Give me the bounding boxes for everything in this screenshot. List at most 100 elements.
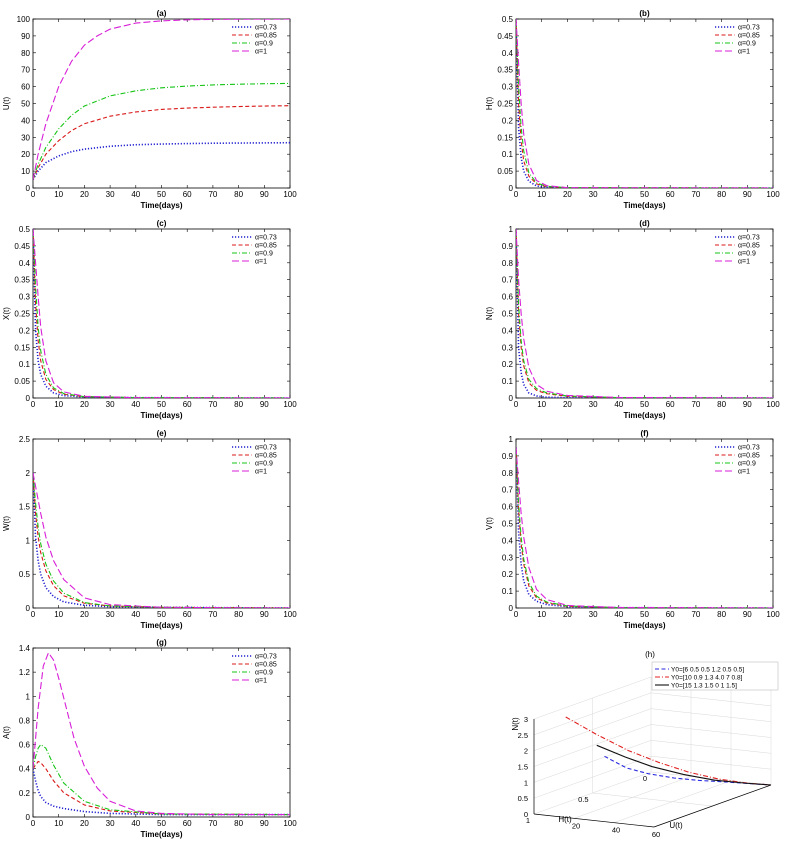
y-tick-label: 1: [26, 536, 31, 545]
x-tick-label: 60: [666, 610, 675, 619]
y-tick-label: 0: [26, 813, 31, 822]
y-tick-label: 0.7: [502, 486, 514, 495]
x-tick-label: 0: [31, 819, 36, 828]
x-tick-label: 80: [717, 190, 726, 199]
plot-frame: [515, 228, 774, 399]
trajectory-sol3d_3: [596, 744, 772, 786]
x-tick-label: 90: [743, 190, 752, 199]
chart-title: (f): [641, 429, 649, 438]
x-tick-label: 20: [563, 400, 572, 409]
chart-panel-d: 0 10 20 30 40 50 60 70 80 90 100 0 0.1 0.2 0.3 0.4 0.5 0.…: [485, 219, 780, 420]
y-tick-label: 0: [26, 604, 31, 613]
y-tick-label: 0.1: [502, 587, 514, 596]
legend-label: α=1: [255, 49, 267, 56]
series-line-a09: [33, 82, 290, 180]
y-tick-label: 0.5: [502, 15, 514, 24]
x-tick-label: 40: [131, 400, 140, 409]
x-tick-label: 10: [54, 610, 63, 619]
x-tick-label: 0: [514, 190, 519, 199]
y-tick-label: 0.8: [502, 259, 514, 268]
y-axis-label: X(t): [2, 307, 11, 320]
x-tick-label: 30: [106, 400, 115, 409]
u-axis-label: U(t): [669, 821, 683, 830]
x-tick-label: 50: [640, 190, 649, 199]
y-tick-label: 0.05: [497, 167, 513, 176]
x-tick-label: 70: [208, 400, 217, 409]
series-line-a085: [33, 760, 290, 816]
series-line-a073: [33, 768, 290, 816]
grid-line: [650, 724, 772, 738]
x-tick-label: 90: [260, 190, 269, 199]
y-tick-label: 0.5: [502, 520, 514, 529]
y-tick-label: 0.4: [19, 765, 31, 774]
legend-label: α=1: [255, 678, 267, 685]
x-tick-label: 80: [234, 610, 243, 619]
x-tick-label: 0: [514, 610, 519, 619]
series-line-a09: [33, 472, 290, 608]
x-tick-label: 50: [157, 819, 166, 828]
x-tick-label: 10: [537, 610, 546, 619]
series-line-a1: [33, 19, 290, 180]
x-tick-label: 40: [614, 190, 623, 199]
x-tick-label: 0: [31, 400, 36, 409]
y-tick-label: 0: [26, 184, 31, 193]
h-tick-label: 0: [643, 774, 647, 783]
grid-line: [650, 755, 772, 770]
chart-panel-c: 0 10 20 30 40 50 60 70 80 90 100 0 0.05 0.1 0.15 0.2 0.2…: [2, 219, 297, 420]
x-tick-label: 90: [743, 400, 752, 409]
legend-label: α=0.9: [255, 670, 273, 677]
x-axis-label: Time(days): [140, 621, 182, 630]
y-tick-label: 2: [26, 469, 31, 478]
legend-label: Y0=[15 1.3 1.5 0 1 1.5]: [671, 683, 737, 690]
y-tick-label: 0: [509, 184, 514, 193]
chart-title: (d): [639, 219, 650, 228]
chart-panel-a: 0 10 20 30 40 50 60 70 80 90 100 0 10 20 30 40 50 60 70 80 9…: [2, 9, 297, 210]
x-tick-label: 40: [131, 190, 140, 199]
h-tick-label: 0.5: [578, 795, 588, 804]
trajectory-sol3d_2: [565, 716, 772, 786]
x-tick-label: 80: [234, 190, 243, 199]
grid-line: [592, 792, 713, 807]
legend-label: Y0=[6 0.5 0.5 1.2 0.5 0.5]: [671, 667, 744, 674]
x-axis-label: Time(days): [623, 201, 665, 210]
x-tick-label: 30: [106, 819, 115, 828]
grid-line: [650, 771, 772, 786]
plot-frame: [515, 18, 774, 189]
chart-panel-b: 0 10 20 30 40 50 60 70 80 90 100 0 0.05 0.1 0.15 0.2 0.2…: [485, 9, 780, 210]
x-axis-label: Time(days): [140, 411, 182, 420]
y-axis-label: A(t): [2, 726, 11, 739]
grid-line: [650, 740, 772, 754]
x-axis-label: Time(days): [623, 411, 665, 420]
series-line-a1: [516, 229, 773, 398]
x-tick-label: 30: [106, 190, 115, 199]
y-tick-label: 0.5: [502, 310, 514, 319]
x-tick-label: 30: [589, 610, 598, 619]
plot-frame: [32, 228, 291, 399]
y-tick-label: 0.8: [19, 716, 31, 725]
chart-title: (g): [156, 638, 167, 647]
x-tick-label: 100: [283, 819, 297, 828]
y-tick-label: 1: [26, 692, 31, 701]
legend-label: α=0.73: [738, 445, 760, 452]
legend-label: α=0.85: [738, 33, 760, 40]
series-line-a1: [33, 472, 290, 608]
y-tick-label: 70: [21, 66, 30, 75]
y-tick-label: 0.4: [19, 259, 31, 268]
y-tick-label: 0.05: [14, 377, 30, 386]
chart-title: (h): [645, 650, 655, 659]
y-tick-label: 0.9: [502, 242, 514, 251]
y-tick-label: 0.2: [502, 570, 514, 579]
u-axis-line: [533, 813, 655, 828]
y-tick-label: 0.8: [502, 469, 514, 478]
x-tick-label: 70: [691, 610, 700, 619]
x-tick-label: 0: [31, 610, 36, 619]
legend-label: α=0.9: [738, 251, 756, 258]
x-tick-label: 90: [260, 819, 269, 828]
grid-line: [650, 692, 772, 707]
legend-label: α=0.85: [255, 243, 277, 250]
series-line-a1: [516, 447, 773, 608]
x-tick-label: 20: [80, 190, 89, 199]
plot-frame: [515, 438, 774, 609]
x-tick-label: 10: [54, 819, 63, 828]
